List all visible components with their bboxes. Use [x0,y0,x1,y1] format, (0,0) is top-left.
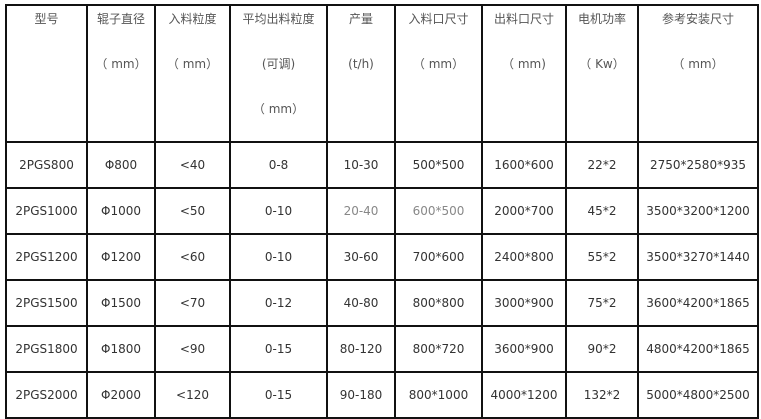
cell-install-size: 3500*3270*1440 [637,233,759,281]
header-text: （ Kw） [579,57,625,71]
header-model: 型号 [5,4,88,143]
cell-roller-diameter: Φ2000 [86,371,156,419]
cell-motor-power: 22*2 [565,141,639,189]
header-text: (可调) [261,57,296,71]
cell-inlet-size: 800*800 [394,279,483,327]
header-text: 入料粒度 [168,12,217,26]
table-row: 2PGS1800 Φ1800 <90 0-15 80-120 800*720 3600*90… [5,325,759,373]
cell-outlet-size: 2400*800 [481,233,567,281]
cell-outlet-size: 3600*900 [481,325,567,373]
header-text: 平均出料粒度 [242,12,315,26]
cell-model: 2PGS1500 [5,279,88,327]
cell-roller-diameter: Φ1500 [86,279,156,327]
header-text: 入料口尺寸 [408,12,469,26]
cell-install-size: 2750*2580*935 [637,141,759,189]
cell-install-size: 5000*4800*2500 [637,371,759,419]
header-text: 辊子直径 [96,12,145,26]
header-feed-size: 入料粒度 （ mm） [154,4,231,143]
cell-motor-power: 45*2 [565,187,639,235]
cell-output-size: 0-15 [229,325,328,373]
cell-roller-diameter: Φ800 [86,141,156,189]
cell-outlet-size: 3000*900 [481,279,567,327]
header-text: （ mm） [672,57,724,71]
spec-table: 型号 辊子直径 （ mm） 入料粒度 （ mm） 平均出料粒度 (可调) （ mm） 产量 (t/… [5,4,759,419]
cell-outlet-size: 4000*1200 [481,371,567,419]
cell-motor-power: 75*2 [565,279,639,327]
cell-roller-diameter: Φ1800 [86,325,156,373]
cell-capacity: 10-30 [326,141,396,189]
cell-feed-size: <90 [154,325,231,373]
header-motor-power: 电机功率 （ Kw） [565,4,639,143]
cell-output-size: 0-10 [229,187,328,235]
cell-feed-size: <70 [154,279,231,327]
cell-install-size: 3500*3200*1200 [637,187,759,235]
cell-roller-diameter: Φ1000 [86,187,156,235]
header-capacity: 产量 (t/h) [326,4,396,143]
cell-model: 2PGS2000 [5,371,88,419]
cell-install-size: 3600*4200*1865 [637,279,759,327]
header-text: （ mm） [252,102,305,116]
table-row: 2PGS1200 Φ1200 <60 0-10 30-60 700*600 2400*800… [5,233,759,281]
cell-capacity: 90-180 [326,371,396,419]
header-output-size: 平均出料粒度 (可调) （ mm） [229,4,328,143]
cell-roller-diameter: Φ1200 [86,233,156,281]
header-text: （ mm） [412,57,465,71]
cell-feed-size: <60 [154,233,231,281]
header-text: (t/h) [348,57,374,71]
header-text: （ mm） [95,57,147,71]
cell-install-size: 4800*4200*1865 [637,325,759,373]
header-install-size: 参考安装尺寸 （ mm） [637,4,759,143]
cell-capacity: 80-120 [326,325,396,373]
header-inlet-size: 入料口尺寸 （ mm） [394,4,483,143]
header-text: 参考安装尺寸 [661,12,734,26]
table-row: 2PGS1000 Φ1000 <50 0-10 20-40 600*500 2000*700… [5,187,759,235]
table-row: 2PGS800 Φ800 <40 0-8 10-30 500*500 1600*600 22*… [5,141,759,189]
header-text: 电机功率 [577,12,626,26]
cell-motor-power: 132*2 [565,371,639,419]
cell-feed-size: <120 [154,371,231,419]
table-row: 2PGS1500 Φ1500 <70 0-12 40-80 800*800 3000*900… [5,279,759,327]
cell-feed-size: <40 [154,141,231,189]
cell-outlet-size: 1600*600 [481,141,567,189]
cell-motor-power: 55*2 [565,233,639,281]
header-text: （ mm) [502,57,546,71]
cell-output-size: 0-8 [229,141,328,189]
header-text: 出料口尺寸 [493,12,554,26]
cell-inlet-size: 800*1000 [394,371,483,419]
cell-model: 2PGS1000 [5,187,88,235]
cell-inlet-size: 700*600 [394,233,483,281]
cell-inlet-size: 800*720 [394,325,483,373]
header-outlet-size: 出料口尺寸 （ mm) [481,4,567,143]
cell-capacity: 30-60 [326,233,396,281]
header-row: 型号 辊子直径 （ mm） 入料粒度 （ mm） 平均出料粒度 (可调) （ mm） 产量 (t/… [5,4,759,143]
cell-model: 2PGS1200 [5,233,88,281]
cell-output-size: 0-12 [229,279,328,327]
cell-model: 2PGS1800 [5,325,88,373]
cell-output-size: 0-15 [229,371,328,419]
header-text: 型号 [34,12,59,26]
cell-inlet-size: 500*500 [394,141,483,189]
header-text: 产量 [348,12,373,26]
header-roller-diameter: 辊子直径 （ mm） [86,4,156,143]
cell-inlet-size: 600*500 [394,187,483,235]
cell-capacity: 40-80 [326,279,396,327]
cell-model: 2PGS800 [5,141,88,189]
header-text: （ mm） [166,57,219,71]
cell-feed-size: <50 [154,187,231,235]
table-row: 2PGS2000 Φ2000 <120 0-15 90-180 800*1000 4000*… [5,371,759,419]
cell-output-size: 0-10 [229,233,328,281]
cell-capacity: 20-40 [326,187,396,235]
cell-outlet-size: 2000*700 [481,187,567,235]
cell-motor-power: 90*2 [565,325,639,373]
